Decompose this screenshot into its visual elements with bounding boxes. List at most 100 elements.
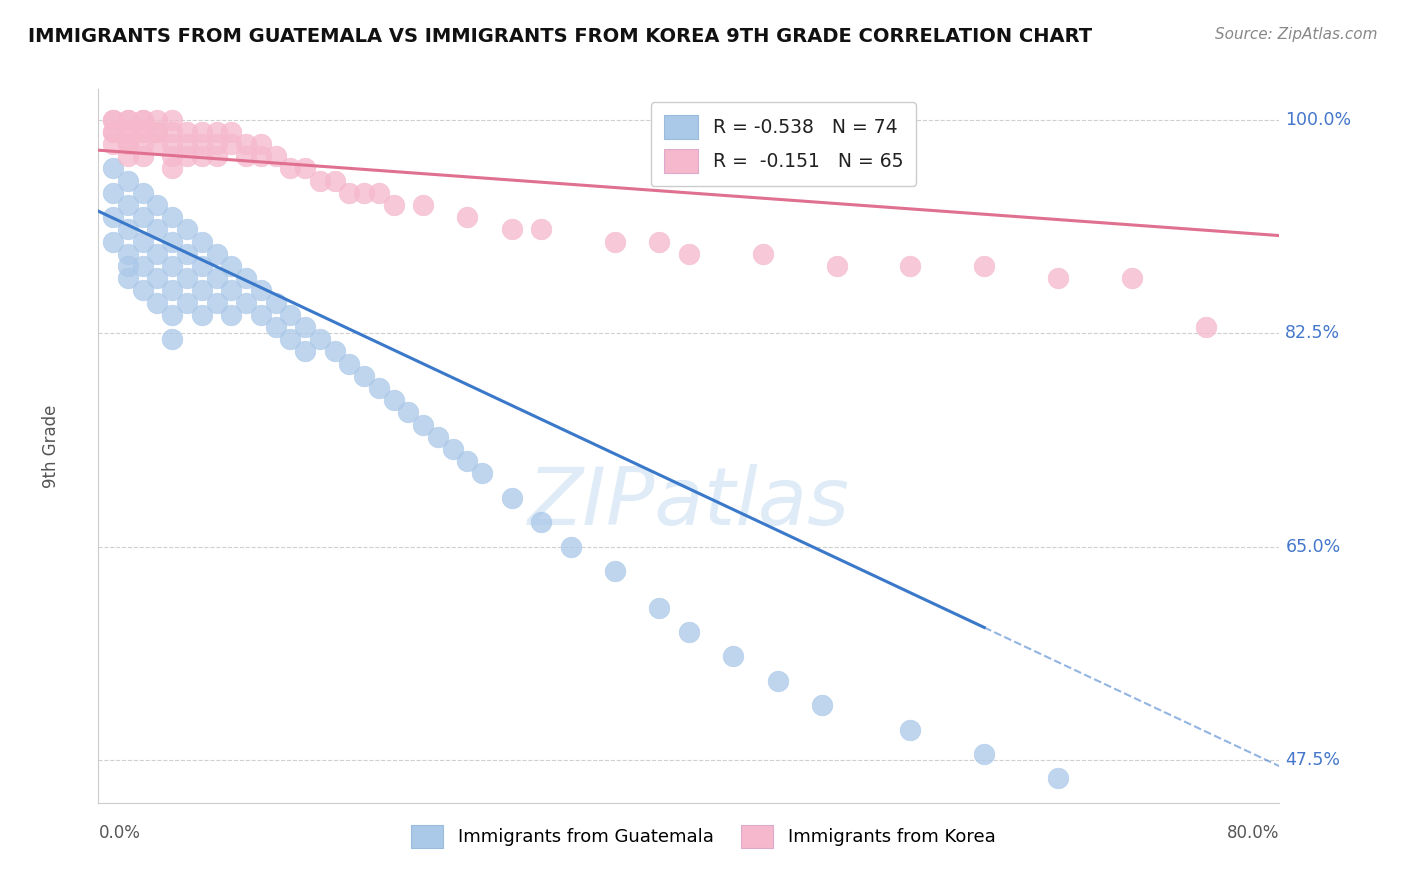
Point xyxy=(117,247,139,261)
Point xyxy=(723,649,745,664)
Text: 0.0%: 0.0% xyxy=(98,824,141,842)
Point xyxy=(132,149,155,163)
Text: 80.0%: 80.0% xyxy=(1227,824,1279,842)
Point xyxy=(250,284,273,298)
Point xyxy=(235,137,257,152)
Point xyxy=(191,235,214,249)
Point xyxy=(235,271,257,285)
Point xyxy=(146,295,169,310)
Point xyxy=(191,259,214,273)
Point xyxy=(162,332,183,346)
Point xyxy=(530,515,553,529)
Point xyxy=(162,125,183,139)
Point xyxy=(339,186,361,200)
Point xyxy=(103,235,125,249)
Point xyxy=(132,259,155,273)
Point xyxy=(117,149,139,163)
Point xyxy=(117,125,139,139)
Point xyxy=(132,112,155,127)
Point xyxy=(353,186,375,200)
Point xyxy=(205,271,228,285)
Point xyxy=(103,186,125,200)
Point xyxy=(605,564,627,578)
Point xyxy=(146,112,169,127)
Legend: Immigrants from Guatemala, Immigrants from Korea: Immigrants from Guatemala, Immigrants fr… xyxy=(398,813,1008,861)
Point xyxy=(235,149,257,163)
Point xyxy=(323,174,346,188)
Point xyxy=(398,405,420,419)
Point xyxy=(103,137,125,152)
Point xyxy=(176,222,198,236)
Point xyxy=(353,368,375,383)
Point xyxy=(132,235,155,249)
Point xyxy=(162,161,183,176)
Point xyxy=(162,235,183,249)
Point xyxy=(441,442,464,456)
Point xyxy=(250,308,273,322)
Text: 47.5%: 47.5% xyxy=(1285,751,1340,769)
Point xyxy=(117,198,139,212)
Point xyxy=(103,161,125,176)
Point xyxy=(162,137,183,152)
Point xyxy=(132,284,155,298)
Point xyxy=(309,332,332,346)
Point xyxy=(368,381,391,395)
Point xyxy=(752,247,775,261)
Point xyxy=(191,137,214,152)
Point xyxy=(176,271,198,285)
Point xyxy=(117,137,139,152)
Point xyxy=(811,698,834,713)
Point xyxy=(973,259,995,273)
Point xyxy=(176,295,198,310)
Point xyxy=(1195,320,1218,334)
Point xyxy=(132,137,155,152)
Point xyxy=(191,125,214,139)
Point xyxy=(382,393,405,408)
Point xyxy=(766,673,789,688)
Point xyxy=(280,308,302,322)
Point xyxy=(162,308,183,322)
Point xyxy=(146,137,169,152)
Point xyxy=(250,149,273,163)
Point xyxy=(501,491,523,505)
Text: 82.5%: 82.5% xyxy=(1285,324,1340,343)
Point xyxy=(103,211,125,225)
Point xyxy=(103,112,125,127)
Point xyxy=(205,247,228,261)
Point xyxy=(146,198,169,212)
Point xyxy=(560,540,582,554)
Point xyxy=(457,454,479,468)
Point xyxy=(205,149,228,163)
Point xyxy=(412,198,434,212)
Point xyxy=(146,247,169,261)
Point xyxy=(1047,772,1070,786)
Point xyxy=(264,320,287,334)
Point xyxy=(146,125,169,139)
Point xyxy=(132,211,155,225)
Point xyxy=(132,125,155,139)
Point xyxy=(648,600,671,615)
Point xyxy=(176,137,198,152)
Point xyxy=(191,308,214,322)
Point xyxy=(132,186,155,200)
Point xyxy=(368,186,391,200)
Point xyxy=(323,344,346,359)
Point xyxy=(205,137,228,152)
Point xyxy=(280,161,302,176)
Point xyxy=(412,417,434,432)
Point xyxy=(309,174,332,188)
Point xyxy=(294,344,316,359)
Point xyxy=(162,211,183,225)
Point xyxy=(103,112,125,127)
Point xyxy=(103,125,125,139)
Text: Source: ZipAtlas.com: Source: ZipAtlas.com xyxy=(1215,27,1378,42)
Point xyxy=(205,125,228,139)
Text: 65.0%: 65.0% xyxy=(1285,538,1340,556)
Point xyxy=(117,271,139,285)
Point xyxy=(146,222,169,236)
Point xyxy=(900,723,922,737)
Point xyxy=(132,125,155,139)
Point xyxy=(264,149,287,163)
Point xyxy=(457,211,479,225)
Point xyxy=(221,284,243,298)
